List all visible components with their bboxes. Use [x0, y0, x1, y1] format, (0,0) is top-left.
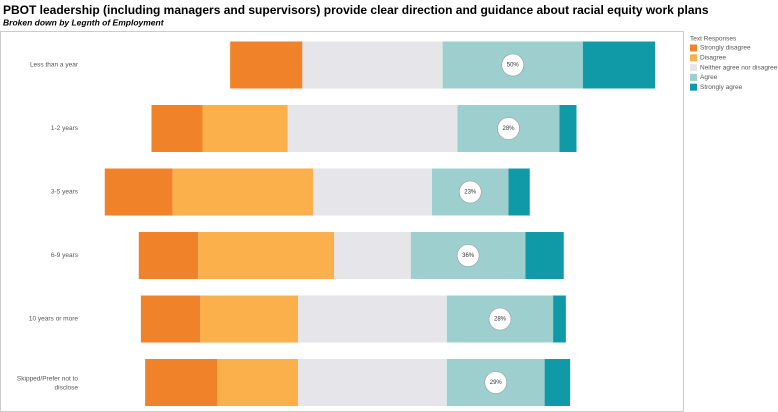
bar-segment	[217, 359, 299, 406]
bar-segment	[200, 295, 299, 343]
bar-segment	[559, 105, 577, 152]
bar-segment	[287, 105, 458, 152]
bar-segment	[302, 41, 443, 89]
y-tick-label: 6-9 years	[51, 252, 79, 259]
bar-segment	[202, 105, 288, 152]
chart-title: PBOT leadership (including managers and …	[3, 3, 709, 17]
data-label: 28%	[494, 317, 507, 323]
bar-segment	[298, 359, 447, 406]
data-label: 23%	[464, 190, 477, 196]
legend-swatch	[690, 44, 697, 52]
value-badge	[484, 371, 508, 394]
bar-segment	[138, 232, 199, 279]
legend-swatch	[690, 73, 697, 81]
legend-swatch	[690, 54, 697, 62]
legend-label: Strongly disagree	[700, 45, 751, 52]
bar-segment	[313, 168, 432, 216]
data-label: 36%	[462, 253, 475, 259]
value-badge	[497, 117, 520, 140]
value-badge	[456, 244, 480, 267]
data-label: 28%	[502, 126, 515, 132]
bar-segment	[172, 168, 313, 216]
bar-segment	[140, 295, 201, 343]
data-label: 29%	[490, 380, 503, 386]
legend-label: Disagree	[700, 55, 726, 62]
legend-title: Text Responses	[690, 36, 737, 43]
bar-segment	[298, 295, 447, 343]
bar-segment	[508, 168, 530, 216]
y-tick-label: Skipped/Prefer not to disclose	[17, 375, 78, 391]
y-tick-label: 3-5 years	[51, 189, 79, 196]
bar-segment	[230, 41, 303, 89]
legend-swatch	[690, 83, 697, 91]
value-badge	[501, 53, 525, 77]
y-tick-label: Less than a year	[30, 62, 79, 69]
bar-segment	[198, 232, 335, 279]
legend-label: Neither agree nor disagree	[700, 64, 778, 71]
y-tick-label: 1-2 years	[51, 125, 79, 132]
bar-segment	[334, 232, 411, 279]
y-tick-label: 10 years or more	[29, 316, 79, 323]
bar-segment	[151, 105, 203, 152]
value-badge	[488, 307, 512, 331]
legend-label: Agree	[700, 74, 718, 81]
bar-segment	[544, 359, 571, 406]
bar-segment	[553, 295, 566, 343]
bar-segment	[145, 359, 218, 406]
value-badge	[458, 180, 482, 204]
bar-segment	[582, 41, 656, 89]
chart-subtitle: Broken down by Legnth of Employment	[3, 17, 165, 27]
data-label: 50%	[507, 63, 520, 69]
legend-label: Strongly agree	[700, 84, 743, 91]
legend-swatch	[690, 64, 697, 72]
bar-segment	[104, 168, 173, 216]
bar-segment	[525, 232, 564, 279]
